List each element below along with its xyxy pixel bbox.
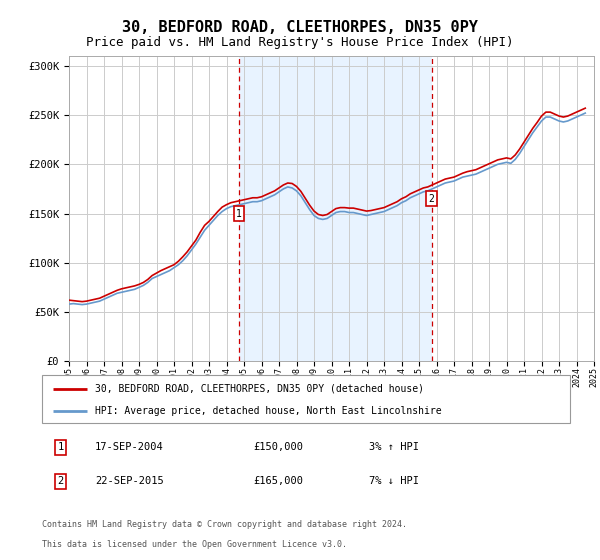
Text: 3% ↑ HPI: 3% ↑ HPI bbox=[370, 442, 419, 452]
Text: This data is licensed under the Open Government Licence v3.0.: This data is licensed under the Open Gov… bbox=[42, 540, 347, 549]
Text: 1: 1 bbox=[236, 208, 242, 218]
Text: 30, BEDFORD ROAD, CLEETHORPES, DN35 0PY: 30, BEDFORD ROAD, CLEETHORPES, DN35 0PY bbox=[122, 20, 478, 35]
Text: Price paid vs. HM Land Registry's House Price Index (HPI): Price paid vs. HM Land Registry's House … bbox=[86, 36, 514, 49]
Text: 30, BEDFORD ROAD, CLEETHORPES, DN35 0PY (detached house): 30, BEDFORD ROAD, CLEETHORPES, DN35 0PY … bbox=[95, 384, 424, 394]
Text: 22-SEP-2015: 22-SEP-2015 bbox=[95, 477, 164, 487]
Text: 1: 1 bbox=[58, 442, 64, 452]
Text: 17-SEP-2004: 17-SEP-2004 bbox=[95, 442, 164, 452]
Text: £150,000: £150,000 bbox=[253, 442, 303, 452]
Text: 2: 2 bbox=[58, 477, 64, 487]
Text: Contains HM Land Registry data © Crown copyright and database right 2024.: Contains HM Land Registry data © Crown c… bbox=[42, 520, 407, 529]
Text: 2: 2 bbox=[428, 194, 434, 204]
Text: £165,000: £165,000 bbox=[253, 477, 303, 487]
FancyBboxPatch shape bbox=[42, 375, 570, 423]
Text: HPI: Average price, detached house, North East Lincolnshire: HPI: Average price, detached house, Nort… bbox=[95, 406, 442, 416]
Bar bbox=[239, 56, 431, 361]
Text: 7% ↓ HPI: 7% ↓ HPI bbox=[370, 477, 419, 487]
